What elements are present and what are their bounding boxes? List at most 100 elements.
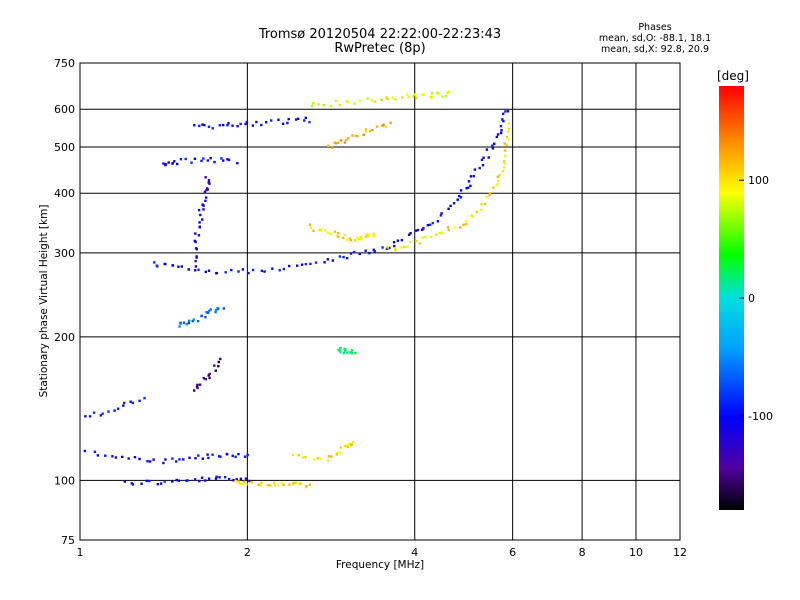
data-point <box>232 479 235 482</box>
data-point <box>236 162 239 165</box>
data-point <box>179 321 182 324</box>
data-point <box>269 484 272 487</box>
data-point <box>213 160 216 164</box>
data-point <box>338 255 342 258</box>
data-point <box>438 231 441 235</box>
data-point <box>503 149 507 152</box>
data-point <box>286 121 289 125</box>
data-point <box>367 235 370 238</box>
data-point <box>394 247 397 250</box>
data-point <box>502 166 506 169</box>
data-point <box>343 141 347 144</box>
data-point <box>405 93 409 96</box>
data-point <box>358 252 361 256</box>
data-point <box>243 480 246 484</box>
data-point <box>421 236 424 239</box>
data-point <box>330 455 333 458</box>
data-point <box>467 180 471 183</box>
data-point <box>209 308 212 311</box>
data-point <box>184 157 187 161</box>
data-point <box>186 479 189 482</box>
data-point <box>485 195 488 199</box>
data-point <box>178 458 181 461</box>
data-point <box>153 261 156 264</box>
data-point <box>435 233 438 236</box>
data-point <box>465 219 468 223</box>
data-point <box>288 483 291 486</box>
data-point <box>226 124 229 127</box>
data-point <box>366 97 369 100</box>
data-point <box>459 226 462 229</box>
data-point <box>386 246 389 249</box>
data-point <box>193 239 196 243</box>
data-point <box>329 233 333 236</box>
data-point <box>222 307 226 310</box>
data-point <box>349 252 353 255</box>
data-point <box>203 190 207 194</box>
data-point <box>373 100 377 103</box>
data-point <box>206 453 209 456</box>
data-point <box>271 267 274 270</box>
data-point <box>123 401 126 405</box>
data-point <box>326 231 330 235</box>
data-point <box>281 122 285 125</box>
data-point <box>294 118 298 121</box>
data-point <box>247 271 250 275</box>
data-point <box>225 453 229 456</box>
data-point <box>337 232 340 235</box>
data-point <box>239 477 243 480</box>
data-point <box>227 477 231 481</box>
data-point <box>346 238 349 241</box>
data-point <box>308 483 311 486</box>
data-point <box>400 238 404 242</box>
data-point <box>227 122 230 125</box>
data-point <box>372 232 375 236</box>
x-tick-label-8: 8 <box>579 546 586 559</box>
data-point <box>277 484 280 487</box>
data-point <box>504 154 507 158</box>
data-point <box>394 98 397 101</box>
data-point <box>364 249 367 252</box>
data-point <box>191 319 194 323</box>
data-point <box>304 116 307 119</box>
x-tick-label-10: 10 <box>629 546 643 559</box>
y-tick-label-750: 750 <box>54 57 75 70</box>
data-point <box>416 228 420 232</box>
data-point <box>364 130 368 133</box>
data-point <box>350 443 353 446</box>
data-point <box>190 161 193 164</box>
data-point <box>197 234 201 237</box>
data-point <box>188 319 191 322</box>
data-point <box>224 271 227 274</box>
data-point <box>211 453 214 456</box>
data-point <box>312 229 315 232</box>
data-point <box>296 264 299 267</box>
data-point <box>200 159 203 163</box>
data-point <box>483 202 487 206</box>
data-point <box>392 241 396 244</box>
data-point <box>440 231 444 235</box>
data-point <box>459 196 463 199</box>
data-point <box>351 440 355 444</box>
data-point <box>204 316 207 319</box>
data-point <box>204 378 207 381</box>
data-point <box>351 134 354 137</box>
data-point <box>207 374 210 377</box>
data-point <box>467 186 470 189</box>
data-point <box>380 98 383 101</box>
data-point <box>198 221 201 224</box>
data-point <box>481 164 485 167</box>
data-point <box>436 220 440 223</box>
data-point <box>93 450 97 453</box>
data-point <box>207 456 210 460</box>
data-point <box>414 93 417 96</box>
data-point <box>179 158 183 161</box>
data-point <box>257 483 261 487</box>
data-point <box>175 478 178 482</box>
data-point <box>121 455 124 459</box>
data-point <box>180 265 183 268</box>
data-point <box>131 401 135 405</box>
data-point <box>220 157 223 160</box>
colorbar-ticks: 100 0 -100 <box>739 174 773 423</box>
data-point <box>162 162 165 165</box>
